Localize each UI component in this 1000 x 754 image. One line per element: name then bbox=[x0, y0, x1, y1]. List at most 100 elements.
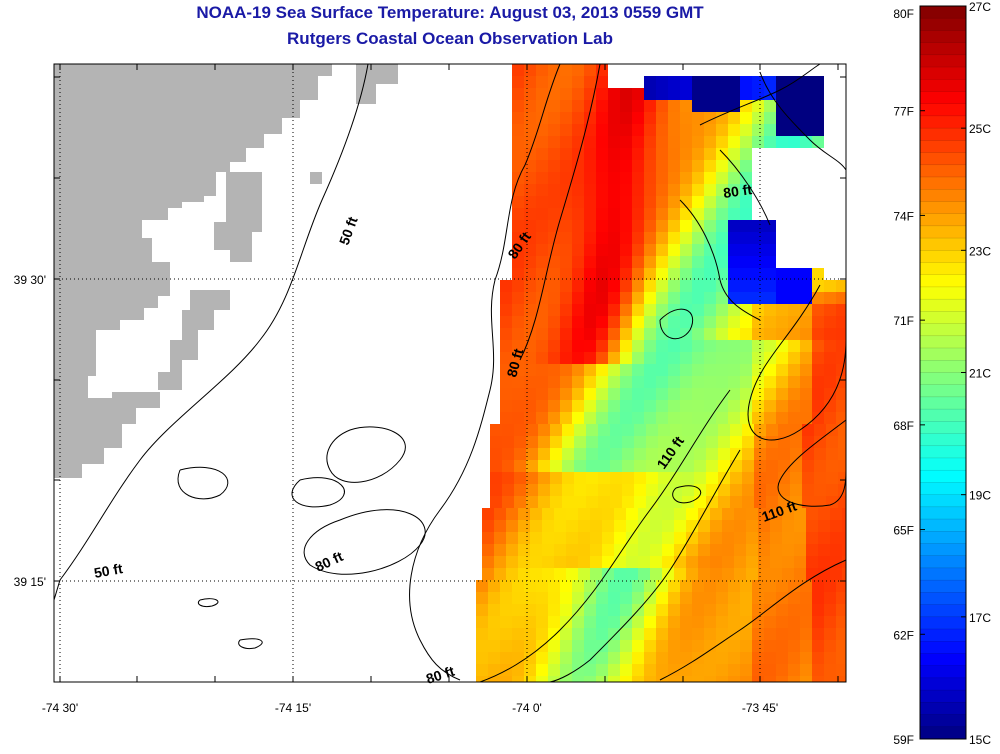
sst-cell bbox=[658, 460, 670, 472]
sst-cell bbox=[674, 508, 686, 520]
sst-cell bbox=[830, 520, 842, 532]
sst-cell bbox=[548, 652, 560, 664]
sst-cell bbox=[572, 352, 584, 364]
colorbar-step bbox=[919, 91, 967, 104]
sst-cell bbox=[716, 172, 728, 184]
sst-cell bbox=[704, 676, 716, 682]
sst-cell bbox=[814, 484, 826, 496]
sst-cell bbox=[554, 568, 566, 580]
sst-cell bbox=[482, 520, 494, 532]
sst-cell bbox=[680, 100, 692, 112]
sst-cell bbox=[656, 112, 668, 124]
sst-cell bbox=[560, 292, 572, 304]
sst-cell bbox=[658, 496, 670, 508]
sst-cell bbox=[716, 292, 728, 304]
axis-ticks bbox=[54, 64, 846, 683]
sst-cell bbox=[548, 172, 560, 184]
sst-cell bbox=[650, 520, 662, 532]
sst-cell bbox=[526, 424, 538, 436]
sst-cell bbox=[608, 352, 620, 364]
sst-cell bbox=[644, 616, 656, 628]
sst-cell bbox=[680, 220, 692, 232]
sst-cell bbox=[836, 592, 846, 604]
sst-cell bbox=[596, 352, 608, 364]
colorbar-step bbox=[919, 103, 967, 117]
sst-cell bbox=[740, 280, 752, 292]
sst-cell bbox=[668, 376, 680, 388]
sst-cell bbox=[752, 220, 764, 232]
sst-cell bbox=[776, 604, 788, 616]
sst-cell bbox=[626, 544, 638, 556]
sst-cell bbox=[710, 508, 722, 520]
sst-cell bbox=[656, 592, 668, 604]
contour-label: 50 ft bbox=[336, 214, 361, 247]
sst-cell bbox=[824, 628, 836, 640]
sst-cell bbox=[632, 124, 644, 136]
sst-cell bbox=[680, 280, 692, 292]
sst-cell bbox=[584, 652, 596, 664]
colorbar-step bbox=[919, 54, 967, 68]
colorbar-step bbox=[919, 494, 967, 508]
sst-cell bbox=[704, 268, 716, 280]
sst-cell bbox=[608, 364, 620, 376]
sst-cell bbox=[692, 124, 704, 136]
sst-cell bbox=[632, 412, 644, 424]
sst-cell bbox=[638, 568, 650, 580]
sst-cell bbox=[500, 676, 512, 682]
sst-cell bbox=[584, 76, 596, 88]
sst-cell bbox=[692, 292, 704, 304]
colorbar-step bbox=[919, 5, 967, 19]
sst-cell bbox=[794, 532, 806, 544]
sst-cell bbox=[572, 292, 584, 304]
sst-cell bbox=[524, 76, 536, 88]
sst-cell bbox=[530, 556, 542, 568]
sst-cell bbox=[706, 460, 718, 472]
sst-cell bbox=[584, 412, 596, 424]
sst-cell bbox=[598, 460, 610, 472]
sst-cell bbox=[764, 616, 776, 628]
sst-cell bbox=[812, 604, 824, 616]
sst-cell bbox=[524, 640, 536, 652]
sst-cell bbox=[536, 208, 548, 220]
sst-cell bbox=[764, 604, 776, 616]
sst-cell bbox=[790, 484, 802, 496]
sst-cell bbox=[514, 460, 526, 472]
sst-cell bbox=[766, 460, 778, 472]
sst-cell bbox=[536, 184, 548, 196]
sst-cell bbox=[614, 556, 626, 568]
sst-cell bbox=[728, 592, 740, 604]
sst-cell bbox=[782, 508, 794, 520]
sst-cell bbox=[536, 76, 548, 88]
sst-cell bbox=[812, 652, 824, 664]
sst-cell bbox=[656, 232, 668, 244]
sst-cell bbox=[518, 544, 530, 556]
sst-cell bbox=[716, 616, 728, 628]
sst-cell bbox=[562, 460, 574, 472]
bathymetry-contours bbox=[53, 63, 847, 683]
colorbar-step bbox=[919, 665, 967, 679]
sst-cell bbox=[560, 136, 572, 148]
sst-cell bbox=[730, 448, 742, 460]
sst-cell bbox=[680, 400, 692, 412]
sst-cell bbox=[812, 388, 824, 400]
sst-cell bbox=[574, 424, 586, 436]
sst-cell bbox=[598, 484, 610, 496]
sst-cell bbox=[740, 196, 752, 208]
colorbar-c-label: 25C bbox=[969, 122, 991, 136]
sst-cell bbox=[740, 412, 752, 424]
sst-cell bbox=[536, 292, 548, 304]
sst-cell bbox=[608, 172, 620, 184]
sst-cell bbox=[680, 352, 692, 364]
sst-cell bbox=[536, 580, 548, 592]
colorbar-step bbox=[919, 384, 967, 398]
sst-cell bbox=[620, 628, 632, 640]
sst-cell bbox=[500, 664, 512, 676]
sst-cell bbox=[662, 532, 674, 544]
sst-cell bbox=[548, 604, 560, 616]
sst-cell bbox=[644, 364, 656, 376]
sst-cell bbox=[818, 532, 830, 544]
sst-cell bbox=[632, 220, 644, 232]
sst-cell bbox=[548, 328, 560, 340]
sst-cell bbox=[502, 436, 514, 448]
sst-cell bbox=[668, 196, 680, 208]
